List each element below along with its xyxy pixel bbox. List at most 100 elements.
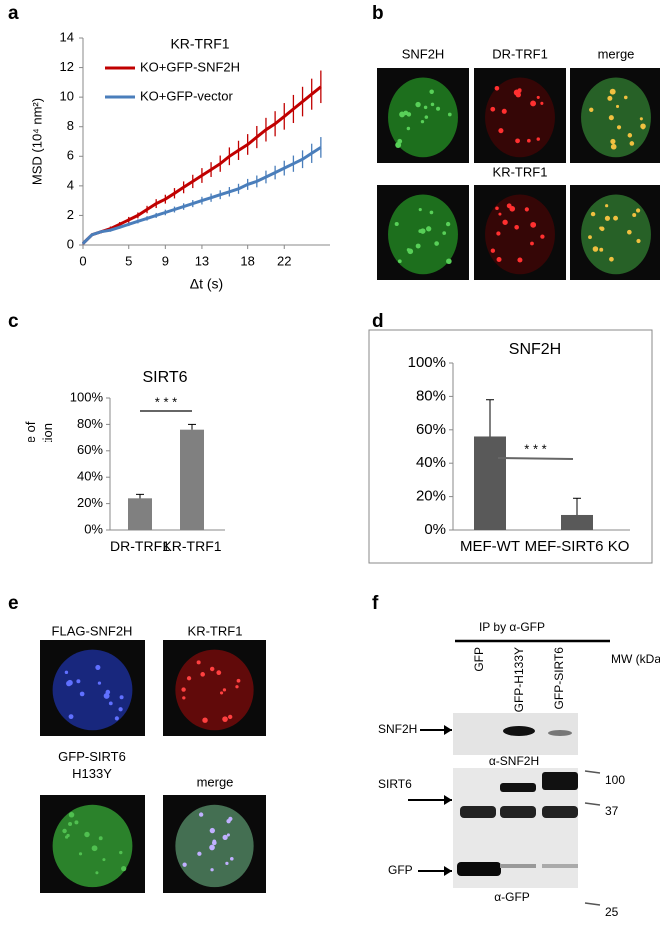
focus — [613, 215, 619, 221]
focus — [530, 100, 537, 107]
focus — [225, 861, 229, 866]
y-tick-label: 20% — [77, 495, 103, 510]
focus — [397, 259, 402, 264]
image-label: merge — [197, 774, 234, 789]
focus — [209, 844, 215, 851]
focus — [74, 820, 79, 825]
focus — [502, 219, 508, 225]
nucleus — [388, 194, 458, 275]
x-tick-label: 13 — [195, 253, 209, 268]
bar — [561, 514, 593, 530]
focus — [68, 821, 73, 826]
focus — [426, 226, 432, 232]
y-tick-label: 0 — [67, 236, 74, 251]
arrow-head — [444, 866, 452, 876]
y-tick-label: 8 — [67, 118, 74, 133]
focus — [609, 88, 616, 95]
bar — [180, 429, 204, 530]
y-tick-label: 4 — [67, 177, 74, 192]
nucleus — [175, 649, 254, 731]
focus — [98, 836, 103, 841]
y-tick-label: 20% — [416, 488, 446, 505]
focus — [627, 229, 632, 235]
image-label: DR-TRF1 — [492, 46, 548, 61]
focus — [623, 95, 628, 100]
focus — [490, 106, 496, 112]
focus — [84, 831, 90, 838]
nucleus — [581, 194, 651, 275]
focus — [197, 851, 202, 856]
focus — [639, 117, 643, 121]
nucleus — [52, 649, 133, 731]
y-axis-title: MSD (10⁴ nm²) — [29, 98, 44, 185]
focus — [498, 128, 504, 134]
x-tick-label: MEF-SIRT6 KO — [524, 538, 630, 555]
y-tick-label: 80% — [416, 387, 446, 404]
bar — [474, 436, 506, 530]
focus — [395, 142, 402, 148]
lane-label: GFP — [472, 647, 486, 672]
panel-letter: d — [372, 311, 384, 332]
focus — [68, 812, 75, 818]
x-axis-title: Δt (s) — [190, 276, 223, 292]
y-tick-label: 10 — [60, 89, 74, 104]
y-tick-label: 12 — [60, 59, 74, 74]
focus — [429, 210, 434, 215]
focus — [394, 221, 399, 227]
focus — [406, 126, 411, 131]
focus — [599, 247, 604, 252]
x-tick-label-box: MEF-SIRT6 KO — [524, 538, 630, 555]
focus — [540, 234, 545, 239]
focus — [442, 231, 447, 235]
arrow-head — [444, 725, 452, 735]
band — [500, 864, 536, 868]
focus — [64, 670, 69, 675]
focus — [186, 676, 192, 681]
focus — [609, 256, 614, 262]
band-label: SNF2H — [378, 722, 417, 736]
focus — [540, 101, 544, 105]
focus — [635, 208, 641, 213]
focus — [95, 664, 101, 670]
focus — [198, 812, 204, 817]
focus — [114, 716, 119, 721]
significance-line — [497, 457, 574, 460]
y-tick-label: 14 — [60, 29, 74, 44]
focus — [236, 678, 241, 683]
focus — [119, 850, 123, 855]
focus — [636, 238, 641, 244]
line-series — [81, 146, 322, 245]
focus — [498, 212, 502, 216]
band — [542, 806, 578, 818]
focus — [235, 685, 239, 689]
marker-tick — [584, 770, 601, 774]
ip-header: IP by α-GFP — [479, 620, 545, 634]
x-tick-label-box: DR-TRF1 — [110, 538, 170, 554]
focus — [515, 138, 520, 144]
lane-label: GFP-H133Y — [512, 647, 526, 712]
y-tick-label: 100% — [70, 389, 104, 404]
focus — [222, 834, 228, 840]
x-tick-label: MEF-WT — [460, 538, 520, 555]
focus — [108, 701, 113, 706]
focus — [66, 833, 70, 838]
focus — [517, 257, 523, 263]
nucleus — [581, 77, 651, 158]
panel-d-frame — [368, 329, 653, 564]
focus — [608, 115, 614, 121]
focus — [182, 696, 186, 700]
marker-label: 100 — [605, 773, 625, 787]
focus — [407, 248, 414, 255]
focus — [530, 221, 537, 228]
panel-letter: a — [8, 3, 19, 24]
focus — [209, 666, 215, 672]
band — [460, 806, 496, 818]
nucleus — [52, 804, 133, 888]
x-tick-label: DR-TRF1 — [110, 538, 170, 554]
y-tick-label: 80% — [77, 416, 103, 431]
focus — [210, 868, 214, 872]
focus — [632, 212, 637, 218]
band-label: SIRT6 — [378, 777, 412, 791]
band — [503, 726, 535, 736]
bar — [128, 498, 152, 530]
